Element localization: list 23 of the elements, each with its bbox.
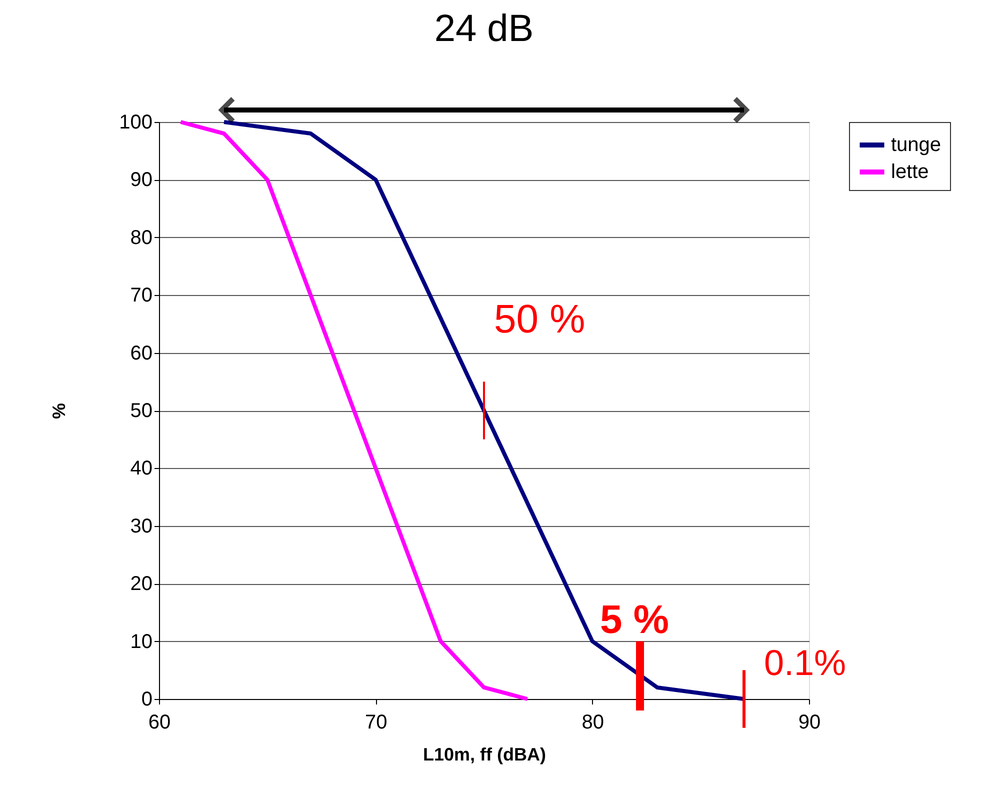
annotation: 5 % (600, 598, 669, 642)
annotation: 0.1% (764, 642, 846, 683)
chart-title: 24 dB (434, 8, 534, 50)
x-tick-label: 70 (365, 712, 388, 734)
y-tick-label: 80 (130, 226, 152, 249)
y-tick-label: 20 (130, 573, 152, 596)
y-tick-label: 0 (141, 688, 152, 710)
x-tick-label: 90 (798, 712, 821, 734)
x-tick-label: 60 (148, 712, 171, 734)
annotation: 50 % (494, 298, 586, 342)
legend-label: lette (891, 161, 929, 183)
y-tick-label: 90 (130, 169, 152, 192)
y-tick-label: 40 (130, 458, 152, 480)
y-tick-label: 100 (119, 112, 152, 134)
y-axis-title: % (49, 402, 70, 420)
y-tick-label: 50 (130, 400, 152, 422)
y-tick-label: 60 (130, 342, 152, 364)
x-axis-title: L10m, ff (dBA) (423, 744, 546, 764)
y-tick-label: 30 (130, 515, 152, 538)
x-tick-label: 80 (582, 712, 604, 734)
y-tick-label: 10 (130, 630, 152, 653)
y-tick-label: 70 (130, 284, 152, 307)
legend-label: tunge (891, 134, 942, 156)
